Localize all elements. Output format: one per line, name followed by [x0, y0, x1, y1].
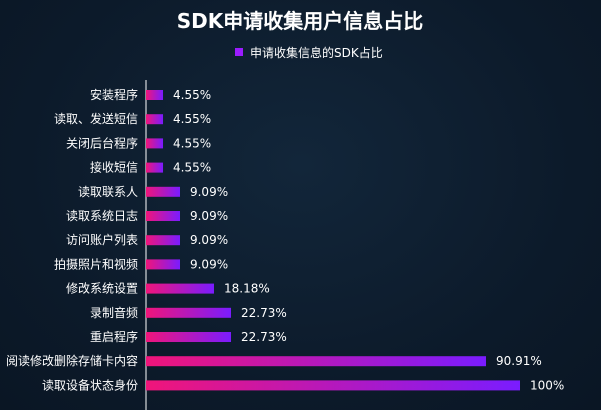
category-label: 拍摄照片和视频: [54, 256, 138, 271]
legend-label: 申请收集信息的SDK占比: [250, 45, 383, 60]
bar: [146, 138, 164, 149]
value-label: 22.73%: [241, 306, 287, 320]
bar: [146, 235, 180, 246]
category-labels-group: 安装程序读取、发送短信关闭后台程序接收短信读取联系人读取系统日志访问账户列表拍摄…: [6, 87, 138, 392]
value-label: 4.55%: [173, 88, 211, 102]
bar: [146, 211, 180, 221]
value-label: 4.55%: [173, 136, 211, 150]
bar: [146, 186, 180, 197]
category-label: 重启程序: [90, 329, 138, 344]
category-label: 读取联系人: [78, 185, 138, 199]
bar: [146, 380, 520, 391]
category-label: 读取设备状态身份: [42, 377, 138, 392]
bar: [146, 283, 214, 294]
bar: [146, 114, 164, 125]
bar: [146, 332, 232, 342]
value-label: 9.09%: [190, 209, 228, 223]
category-label: 关闭后台程序: [66, 135, 138, 150]
value-label: 9.09%: [190, 257, 228, 271]
value-label: 9.09%: [190, 185, 228, 199]
legend-marker: [235, 48, 243, 56]
category-label: 阅读修改删除存储卡内容: [6, 353, 138, 368]
bar: [146, 90, 164, 100]
bar: [146, 259, 180, 270]
legend: 申请收集信息的SDK占比: [235, 45, 383, 60]
category-label: 读取系统日志: [66, 209, 138, 223]
value-label: 22.73%: [241, 330, 287, 344]
value-label: 9.09%: [190, 233, 228, 247]
category-label: 读取、发送短信: [54, 111, 138, 126]
value-label: 4.55%: [173, 161, 211, 175]
value-label: 4.55%: [173, 112, 211, 126]
category-label: 访问账户列表: [66, 232, 138, 247]
value-label: 18.18%: [224, 282, 270, 296]
category-label: 录制音频: [90, 305, 138, 320]
value-label: 100%: [530, 378, 564, 392]
bar: [146, 307, 232, 318]
category-label: 安装程序: [90, 87, 138, 102]
chart-title: SDK申请收集用户信息占比: [177, 9, 424, 33]
bar: [146, 356, 487, 367]
value-labels-group: 4.55% 4.55% 4.55% 4.55% 9.09% 9.09% 9.09% 9.09%…: [173, 88, 564, 392]
value-label: 90.91%: [496, 354, 542, 368]
category-label: 修改系统设置: [66, 281, 138, 296]
category-label: 接收短信: [90, 160, 138, 175]
bar: [146, 162, 164, 173]
bars-group: [146, 90, 520, 391]
